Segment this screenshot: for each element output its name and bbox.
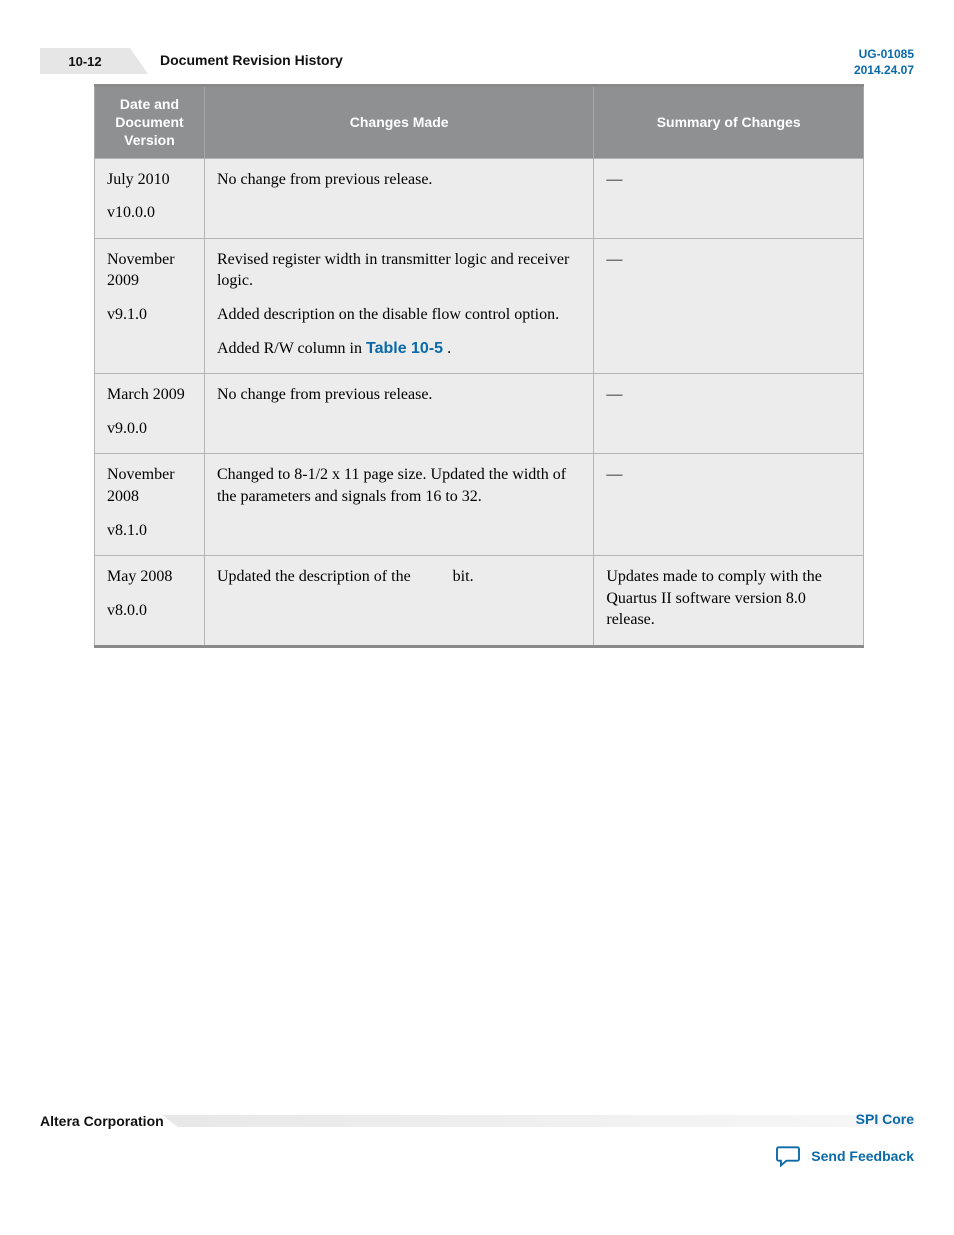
- release-version: v8.1.0: [107, 520, 192, 542]
- cell-summary: —: [594, 374, 864, 454]
- document-meta[interactable]: UG-01085 2014.24.07: [854, 46, 914, 78]
- page-number-tab: 10-12: [40, 48, 130, 74]
- revision-history-table: Date and Document Version Changes Made S…: [94, 84, 864, 648]
- table-header-row: Date and Document Version Changes Made S…: [95, 86, 864, 159]
- change-text: No change from previous release.: [217, 384, 581, 406]
- product-link[interactable]: SPI Core: [856, 1111, 914, 1127]
- col-header-changes: Changes Made: [204, 86, 593, 159]
- cell-version: November 2009 v9.1.0: [95, 238, 205, 373]
- cell-changes: Revised register width in transmitter lo…: [204, 238, 593, 373]
- page-header: 10-12 Document Revision History UG-01085…: [40, 48, 914, 78]
- page-number: 10-12: [68, 54, 101, 69]
- send-feedback-link[interactable]: Send Feedback: [775, 1145, 914, 1167]
- change-text: Added description on the disable flow co…: [217, 304, 581, 326]
- change-text: No change from previous release.: [217, 169, 581, 191]
- table-reference-link[interactable]: Table 10-5: [366, 340, 443, 357]
- release-date: May 2008: [107, 566, 192, 588]
- link-prefix: Added R/W column in: [217, 340, 366, 357]
- corporation-label: Altera Corporation: [40, 1113, 164, 1129]
- document-id: UG-01085: [854, 46, 914, 62]
- sso-prefix: Updated the description of the: [217, 568, 415, 585]
- document-date: 2014.24.07: [854, 62, 914, 78]
- release-date: November 2009: [107, 249, 192, 292]
- change-text: Revised register width in transmitter lo…: [217, 249, 581, 292]
- page-footer: Altera Corporation SPI Core Send Feedbac…: [40, 1115, 914, 1175]
- cell-changes: No change from previous release.: [204, 158, 593, 238]
- col-header-summary: Summary of Changes: [594, 86, 864, 159]
- release-version: v10.0.0: [107, 202, 192, 224]
- release-date: July 2010: [107, 169, 192, 191]
- cell-summary: Updates made to comply with the Quartus …: [594, 556, 864, 647]
- release-version: v9.1.0: [107, 304, 192, 326]
- release-date: November 2008: [107, 464, 192, 507]
- link-suffix: .: [443, 340, 451, 357]
- table-row: May 2008 v8.0.0 Updated the description …: [95, 556, 864, 647]
- release-version: v8.0.0: [107, 600, 192, 622]
- table-row: March 2009 v9.0.0 No change from previou…: [95, 374, 864, 454]
- cell-summary: —: [594, 454, 864, 556]
- feedback-icon: [775, 1145, 801, 1167]
- cell-changes: No change from previous release.: [204, 374, 593, 454]
- cell-changes: Updated the description of the bit.: [204, 556, 593, 647]
- feedback-label: Send Feedback: [811, 1148, 914, 1164]
- cell-summary: —: [594, 238, 864, 373]
- table-row: July 2010 v10.0.0 No change from previou…: [95, 158, 864, 238]
- change-text: Updated the description of the bit.: [217, 566, 581, 588]
- cell-changes: Changed to 8-1/2 x 11 page size. Updated…: [204, 454, 593, 556]
- table-row: November 2009 v9.1.0 Revised register wi…: [95, 238, 864, 373]
- release-version: v9.0.0: [107, 418, 192, 440]
- change-text: Added R/W column in Table 10-5 .: [217, 338, 581, 360]
- cell-version: November 2008 v8.1.0: [95, 454, 205, 556]
- change-text: Changed to 8-1/2 x 11 page size. Updated…: [217, 464, 581, 507]
- col-header-version: Date and Document Version: [95, 86, 205, 159]
- cell-version: May 2008 v8.0.0: [95, 556, 205, 647]
- cell-summary: —: [594, 158, 864, 238]
- cell-version: July 2010 v10.0.0: [95, 158, 205, 238]
- table-row: November 2008 v8.1.0 Changed to 8-1/2 x …: [95, 454, 864, 556]
- footer-divider-bar: [178, 1115, 914, 1127]
- release-date: March 2009: [107, 384, 192, 406]
- section-title: Document Revision History: [160, 52, 343, 68]
- sso-suffix: bit.: [449, 568, 474, 585]
- cell-version: March 2009 v9.0.0: [95, 374, 205, 454]
